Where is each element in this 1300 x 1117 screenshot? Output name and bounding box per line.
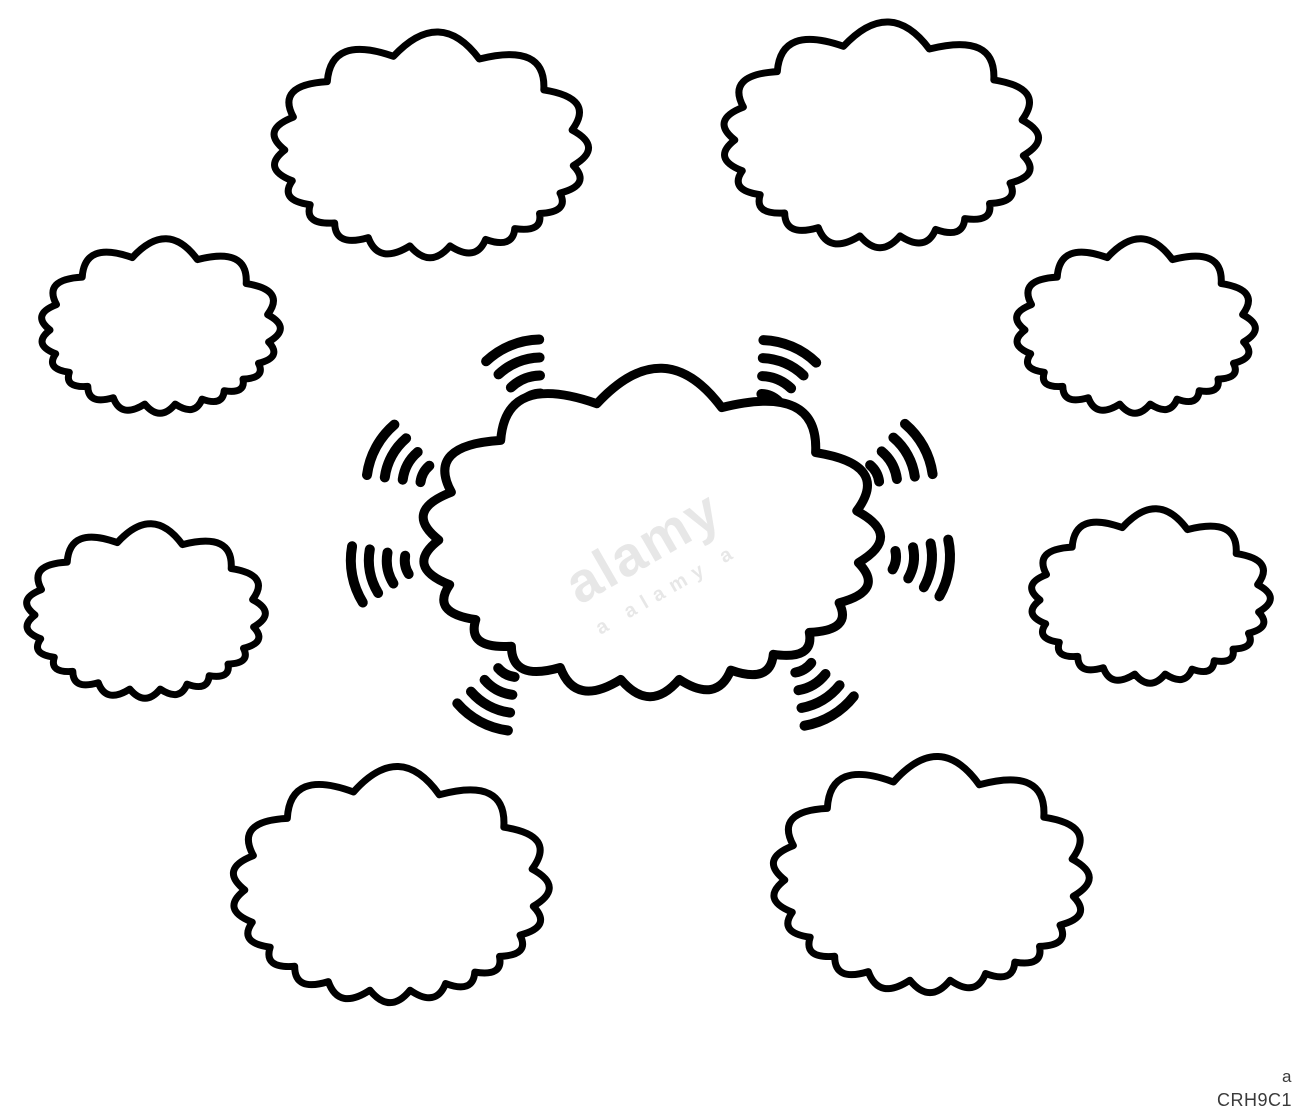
satellite-cloud (42, 239, 281, 414)
signal-connector (457, 668, 514, 730)
signal-connector (351, 546, 409, 602)
satellite-cloud (724, 22, 1039, 248)
satellite-cloud (773, 757, 1089, 993)
signal-connector (893, 540, 950, 597)
satellite-cloud (27, 524, 266, 699)
signal-connector (795, 663, 854, 726)
signal-connector (761, 340, 816, 401)
alamy-corner-logo: a (1282, 1067, 1292, 1087)
image-code: CRH9C1 (1217, 1090, 1292, 1111)
satellite-cloud (274, 32, 589, 258)
signal-connector (870, 424, 933, 482)
cloud-network-diagram (0, 0, 1300, 1117)
central-cloud (423, 368, 880, 696)
satellite-cloud (1032, 509, 1271, 684)
satellite-cloud (233, 767, 549, 1003)
satellite-cloud (1017, 239, 1256, 414)
signal-connector (367, 425, 429, 483)
